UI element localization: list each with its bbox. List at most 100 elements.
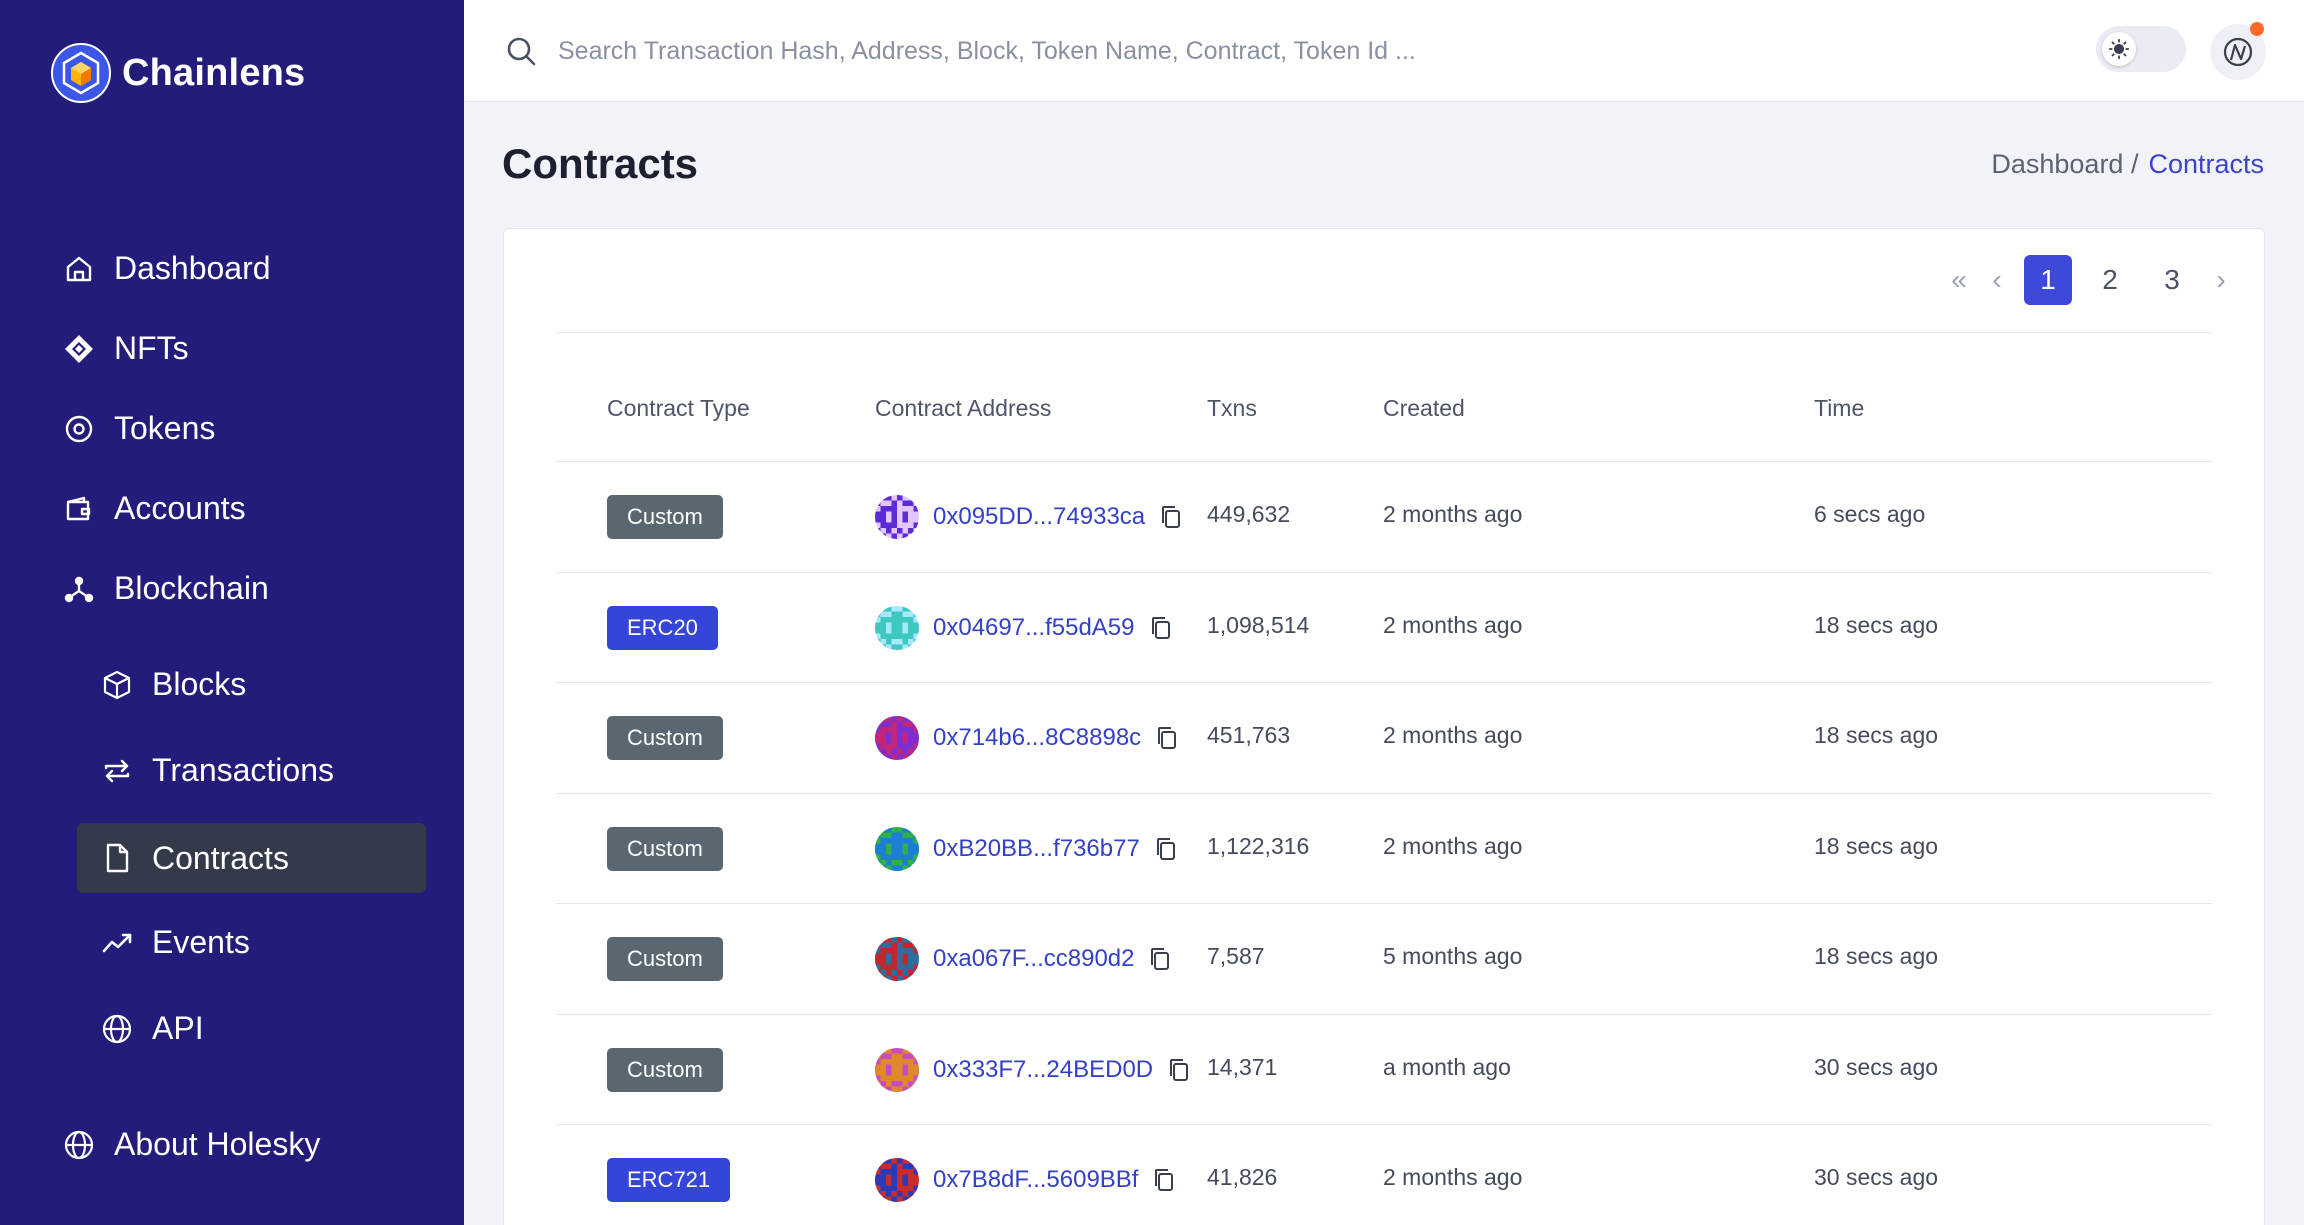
globe-icon [100,1012,134,1046]
home-icon [62,252,96,286]
chart-line-icon [100,926,134,960]
txns-count: 449,632 [1207,501,1291,527]
contract-address-link[interactable]: 0x333F7...24BED0D [933,1055,1154,1083]
copy-icon[interactable] [1157,503,1185,531]
contract-type-badge: Custom [607,937,723,981]
first-page-icon[interactable]: « [1951,264,1967,295]
transfer-icon [100,754,134,788]
identicon-avatar [875,1158,919,1202]
contract-address: 0xa067F...cc890d2 [875,937,1174,981]
contract-type-badge: Custom [607,1047,723,1092]
txns-count: 14,371 [1207,1053,1278,1080]
prev-page-icon[interactable]: ‹ [1992,264,2002,295]
network-status-button[interactable] [2210,22,2266,80]
last-activity-time: 30 secs ago [1814,1053,1939,1080]
contract-address-link[interactable]: 0x04697...f55dA59 [933,613,1135,641]
contract-type-badge: ERC20 [607,605,718,650]
cube-icon [100,668,134,702]
sidebar-item-events[interactable]: Events [100,924,250,961]
created-age: 5 months ago [1383,943,1523,969]
pagination: « ‹ 1 2 3 › [1934,255,2234,305]
breadcrumb-dashboard[interactable]: Dashboard / [1991,149,2139,179]
contract-address: 0x04697...f55dA59 [875,605,1175,650]
copy-icon[interactable] [1146,945,1174,973]
page-title: Contracts [502,140,699,187]
row-divider [556,571,2212,573]
sidebar-item-api[interactable]: API [100,1010,204,1047]
search-icon [507,37,536,66]
row-divider [556,792,2212,794]
row-divider [556,1013,2212,1015]
contract-address-link[interactable]: 0x7B8dF...5609BBf [933,1166,1139,1193]
brand[interactable]: Chainlens [50,42,305,104]
last-activity-time: 6 secs ago [1814,501,1926,527]
txns-count: 451,763 [1207,722,1291,748]
chainlens-logo-icon [51,43,111,103]
sidebar-item-label: Blocks [152,666,247,702]
column-header-time: Time [1814,395,1865,421]
contract-address-link[interactable]: 0xB20BB...f736b77 [933,834,1140,862]
created-age: 2 months ago [1383,722,1523,748]
sidebar-item-about[interactable]: About Holesky [62,1126,320,1163]
sidebar-item-tokens[interactable]: Tokens [62,410,215,447]
network-icon [62,572,96,606]
contract-address-link[interactable]: 0x714b6...8C8898c [933,724,1142,751]
sidebar-item-dashboard[interactable]: Dashboard [62,250,271,287]
sidebar-item-label: Accounts [114,490,246,526]
copy-icon[interactable] [1165,1056,1193,1084]
copy-icon[interactable] [1147,614,1175,642]
contract-type-badge: ERC721 [607,1158,731,1202]
last-activity-time: 18 secs ago [1814,611,1939,638]
sidebar-item-label: API [152,1010,204,1046]
sun-icon [2102,32,2136,66]
sidebar-item-blockchain[interactable]: Blockchain [62,570,269,607]
sidebar-item-transactions[interactable]: Transactions [100,752,334,789]
sidebar-item-label: NFTs [114,330,189,366]
next-page-icon[interactable]: › [2216,264,2226,295]
search-input[interactable] [558,24,1758,78]
contract-address-link[interactable]: 0x095DD...74933ca [933,503,1146,530]
page-button-3[interactable]: 3 [2164,264,2180,295]
identicon-avatar [875,495,919,539]
contract-address: 0x095DD...74933ca [875,495,1185,539]
row-divider [556,461,2212,462]
column-header-address: Contract Address [875,395,1052,421]
created-age: 2 months ago [1383,501,1523,527]
sidebar-item-accounts[interactable]: Accounts [62,490,246,527]
row-divider [556,682,2212,683]
theme-toggle[interactable] [2096,26,2186,72]
sidebar: Chainlens Dashboard NFTs Tokens Accounts… [0,0,464,1225]
breadcrumb-current: Contracts [2148,149,2264,179]
page-button-1[interactable]: 1 [2024,255,2072,305]
txns-count: 1,098,514 [1207,611,1310,638]
contracts-card: « ‹ 1 2 3 › Contract Type Contract Addre… [503,228,2265,1225]
sidebar-item-label: Dashboard [114,250,271,286]
contract-address: 0x7B8dF...5609BBf [875,1158,1178,1202]
sidebar-item-blocks[interactable]: Blocks [100,666,246,703]
breadcrumb: Dashboard / Contracts [1991,149,2264,180]
contract-type-badge: Custom [607,826,723,871]
identicon-avatar [875,1047,919,1092]
copy-icon[interactable] [1153,724,1181,752]
network-icon [2223,37,2253,67]
copy-icon[interactable] [1150,1166,1178,1194]
contract-address: 0x714b6...8C8898c [875,716,1181,760]
created-age: 2 months ago [1383,832,1523,859]
copy-icon[interactable] [1152,835,1180,863]
sidebar-item-label: Transactions [152,752,334,788]
sidebar-item-nfts[interactable]: NFTs [62,330,189,367]
sidebar-item-label: Tokens [114,410,216,446]
last-activity-time: 30 secs ago [1814,1164,1939,1190]
page-button-2[interactable]: 2 [2102,264,2118,295]
notification-dot [2250,22,2264,36]
token-icon [62,412,96,446]
identicon-avatar [875,937,919,981]
txns-count: 1,122,316 [1207,832,1310,859]
identicon-avatar [875,716,919,760]
contract-address-link[interactable]: 0xa067F...cc890d2 [933,945,1135,972]
created-age: 2 months ago [1383,1164,1523,1190]
row-divider [556,903,2212,904]
column-header-txns: Txns [1207,395,1257,421]
sidebar-item-contracts[interactable]: Contracts [77,823,426,893]
contract-address: 0x333F7...24BED0D [875,1047,1193,1092]
